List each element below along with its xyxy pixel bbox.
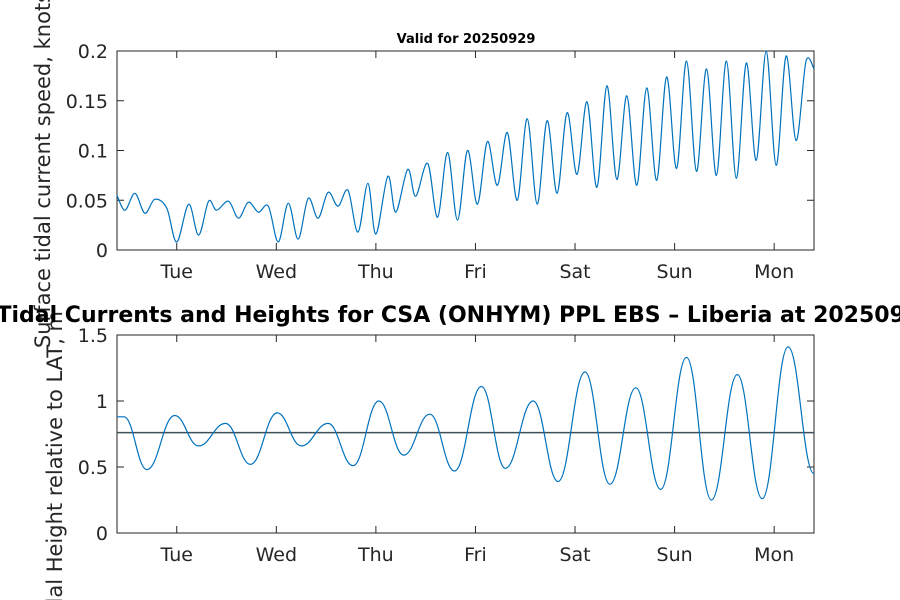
current-speed-x-tick-label: Fri xyxy=(464,261,487,283)
tidal-height-x-tick-label: Wed xyxy=(256,544,297,566)
current-speed-y-tick-label: 0.2 xyxy=(78,41,108,63)
current-speed-y-tick-label: 0.1 xyxy=(78,141,108,163)
current-speed-x-tick-label: Sat xyxy=(559,261,590,283)
current-speed-x-tick-label: Mon xyxy=(754,261,794,283)
tidal-height-y-tick-label: 1.5 xyxy=(78,325,108,347)
current-speed-y-tick-label: 0.15 xyxy=(66,91,108,113)
tidal-height-x-tick-label: Mon xyxy=(754,544,794,566)
tidal-height-x-tick-label: Sun xyxy=(657,544,693,566)
current-speed-x-tick-label: Wed xyxy=(256,261,297,283)
tidal-height-x-tick-label: Sat xyxy=(559,544,590,566)
current-speed-chart-title: Valid for 20250929 xyxy=(397,32,536,47)
current-speed-chart: Valid for 20250929 0 0.05 0.1 0.15 0.2 Tue We… xyxy=(31,0,815,348)
tidal-height-x-ticks: Tue Wed Thu Fri Sat Sun Mon xyxy=(160,335,794,566)
current-speed-x-tick-label: Tue xyxy=(160,261,193,283)
tidal-height-y-tick-label: 0.5 xyxy=(78,457,108,479)
current-speed-x-tick-label: Thu xyxy=(357,261,394,283)
tidal-height-y-tick-label: 0 xyxy=(96,523,108,545)
tidal-height-y-ticks: 0 0.5 1 1.5 xyxy=(78,325,814,545)
tidal-height-y-label: Tidal Height relative to LAT, m xyxy=(43,311,67,600)
tidal-height-series-line xyxy=(117,346,815,501)
tidal-height-y-tick-label: 1 xyxy=(96,391,108,413)
figure-main-title: Tidal Currents and Heights for CSA (ONHY… xyxy=(0,303,900,328)
current-speed-y-tick-label: 0.05 xyxy=(66,190,108,212)
current-speed-x-ticks: Tue Wed Thu Fri Sat Sun Mon xyxy=(160,51,794,283)
current-speed-plot-area xyxy=(116,50,815,251)
current-speed-x-tick-label: Sun xyxy=(657,261,693,283)
tidal-height-chart: 0 0.5 1 1.5 Tue Wed Thu Fri Sat Sun Mon Tidal Hei… xyxy=(43,311,815,600)
tidal-height-x-tick-label: Tue xyxy=(160,544,193,566)
current-speed-y-label: Surface tidal current speed, knots xyxy=(31,0,55,348)
tidal-height-x-tick-label: Thu xyxy=(357,544,394,566)
tidal-height-plot-area xyxy=(116,334,815,534)
current-speed-y-ticks: 0 0.05 0.1 0.15 0.2 xyxy=(66,41,814,262)
current-speed-series-line xyxy=(116,50,815,243)
current-speed-y-tick-label: 0 xyxy=(96,240,108,262)
tidal-height-x-tick-label: Fri xyxy=(464,544,487,566)
